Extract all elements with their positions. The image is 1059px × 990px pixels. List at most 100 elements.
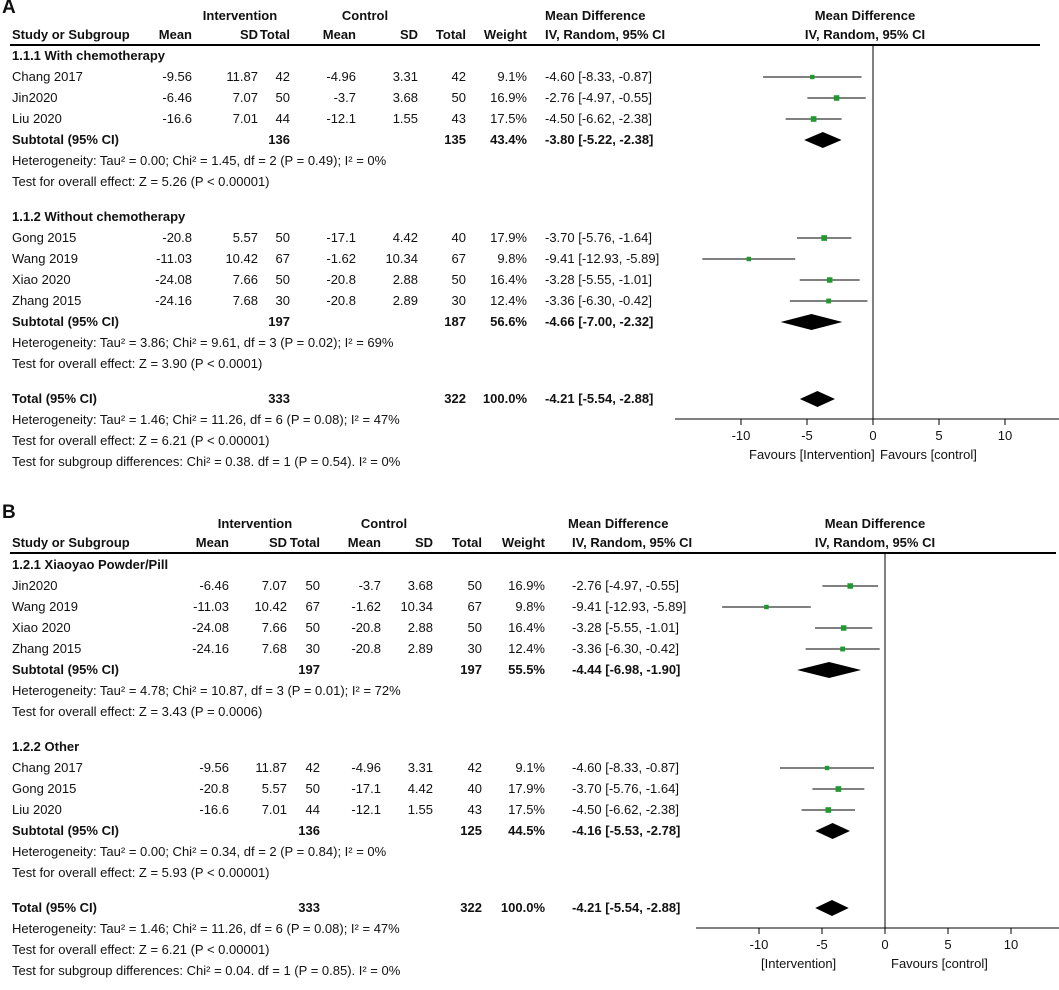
study-name: Wang 2019 bbox=[12, 251, 79, 266]
study-total-2: 30 bbox=[451, 293, 466, 308]
header-mean-difference: Mean Difference bbox=[568, 516, 669, 531]
favours-intervention-label: Favours [Intervention] bbox=[749, 447, 875, 462]
study-ci: -4.60 [-8.33, -0.87] bbox=[572, 760, 679, 775]
heterogeneity-text: Heterogeneity: Tau² = 3.86; Chi² = 9.61,… bbox=[12, 335, 394, 350]
subtotal-weight: 55.5% bbox=[508, 662, 545, 677]
study-total-1: 44 bbox=[275, 111, 290, 126]
header-sd-2: SD bbox=[414, 535, 433, 550]
overall-effect-text: Test for overall effect: Z = 5.93 (P < 0… bbox=[12, 865, 270, 880]
study-ci: -9.41 [-12.93, -5.89] bbox=[572, 599, 687, 614]
study-total-2: 50 bbox=[467, 578, 482, 593]
study-sd-1: 7.01 bbox=[232, 111, 258, 126]
subgroup-title: 1.1.2 Without chemotherapy bbox=[12, 209, 186, 224]
study-weight: 16.9% bbox=[508, 578, 545, 593]
total-total-2: 322 bbox=[460, 900, 482, 915]
favours-intervention-label: [Intervention] bbox=[761, 956, 836, 971]
study-total-2: 40 bbox=[467, 781, 482, 796]
study-weight: 17.5% bbox=[508, 802, 545, 817]
study-ci: -9.41 [-12.93, -5.89] bbox=[545, 251, 660, 266]
subtotal-total-2: 197 bbox=[460, 662, 482, 677]
overall-effect-text: Test for overall effect: Z = 3.43 (P = 0… bbox=[12, 704, 263, 719]
study-sd-2: 4.42 bbox=[392, 230, 418, 245]
subtotal-ci: -4.16 [-5.53, -2.78] bbox=[572, 823, 681, 838]
study-sd-1: 7.66 bbox=[261, 620, 287, 635]
subtotal-total-1: 136 bbox=[268, 132, 290, 147]
effect-marker bbox=[826, 298, 832, 304]
x-axis-tick-label: 5 bbox=[935, 428, 942, 443]
pooled-diamond bbox=[799, 391, 835, 407]
study-mean-1: -24.16 bbox=[192, 641, 229, 656]
study-name: Liu 2020 bbox=[12, 111, 62, 126]
study-sd-1: 7.68 bbox=[232, 293, 258, 308]
subtotal-total-2: 135 bbox=[444, 132, 466, 147]
study-ci: -3.70 [-5.76, -1.64] bbox=[545, 230, 652, 245]
effect-marker bbox=[810, 116, 817, 122]
study-sd-2: 3.31 bbox=[392, 69, 418, 84]
study-mean-1: -20.8 bbox=[199, 781, 229, 796]
study-weight: 16.9% bbox=[490, 90, 527, 105]
header-weight: Weight bbox=[501, 535, 545, 550]
total-total-2: 322 bbox=[444, 391, 466, 406]
subgroup-difference-text: Test for subgroup differences: Chi² = 0.… bbox=[12, 963, 401, 978]
study-weight: 9.8% bbox=[515, 599, 545, 614]
header-plot-ci-method: IV, Random, 95% CI bbox=[814, 535, 936, 550]
subtotal-label: Subtotal (95% CI) bbox=[12, 132, 119, 147]
subtotal-ci: -3.80 [-5.22, -2.38] bbox=[545, 132, 654, 147]
study-weight: 17.9% bbox=[490, 230, 527, 245]
x-axis-tick-label: 10 bbox=[1004, 937, 1018, 952]
study-ci: -2.76 [-4.97, -0.55] bbox=[545, 90, 652, 105]
study-sd-2: 10.34 bbox=[385, 251, 418, 266]
header-ci-method: IV, Random, 95% CI bbox=[572, 535, 693, 550]
study-mean-2: -4.96 bbox=[326, 69, 356, 84]
study-ci: -3.36 [-6.30, -0.42] bbox=[545, 293, 652, 308]
study-total-2: 50 bbox=[451, 272, 466, 287]
study-ci: -3.28 [-5.55, -1.01] bbox=[572, 620, 679, 635]
study-sd-2: 10.34 bbox=[400, 599, 433, 614]
header-weight: Weight bbox=[483, 27, 527, 42]
study-weight: 17.9% bbox=[508, 781, 545, 796]
study-mean-1: -16.6 bbox=[162, 111, 192, 126]
study-mean-1: -11.03 bbox=[193, 599, 229, 614]
study-total-1: 50 bbox=[275, 272, 290, 287]
overall-effect-text: Test for overall effect: Z = 3.90 (P < 0… bbox=[12, 356, 263, 371]
effect-marker bbox=[840, 646, 846, 652]
study-mean-1: -9.56 bbox=[162, 69, 192, 84]
total-weight: 100.0% bbox=[482, 391, 527, 406]
header-mean-difference: Mean Difference bbox=[545, 8, 646, 23]
header-ci-method: IV, Random, 95% CI bbox=[545, 27, 666, 42]
study-name: Chang 2017 bbox=[12, 69, 83, 84]
study-sd-2: 3.31 bbox=[407, 760, 433, 775]
study-total-1: 50 bbox=[275, 230, 290, 245]
subtotal-ci: -4.44 [-6.98, -1.90] bbox=[572, 662, 681, 677]
subtotal-ci: -4.66 [-7.00, -2.32] bbox=[545, 314, 654, 329]
study-sd-1: 7.07 bbox=[232, 90, 258, 105]
study-name: Gong 2015 bbox=[12, 781, 77, 796]
study-mean-2: -20.8 bbox=[351, 641, 381, 656]
heterogeneity-text: Heterogeneity: Tau² = 0.00; Chi² = 0.34,… bbox=[12, 844, 387, 859]
subtotal-total-1: 197 bbox=[268, 314, 290, 329]
subtotal-total-1: 197 bbox=[298, 662, 320, 677]
study-sd-2: 4.42 bbox=[407, 781, 433, 796]
study-mean-2: -12.1 bbox=[351, 802, 381, 817]
study-sd-2: 2.89 bbox=[407, 641, 433, 656]
effect-marker bbox=[746, 256, 752, 262]
study-total-2: 43 bbox=[451, 111, 466, 126]
header-mean-2: Mean bbox=[347, 535, 381, 550]
x-axis-tick-label: -5 bbox=[816, 937, 828, 952]
study-total-1: 30 bbox=[275, 293, 290, 308]
study-total-1: 42 bbox=[275, 69, 290, 84]
effect-marker bbox=[826, 277, 833, 283]
study-ci: -3.70 [-5.76, -1.64] bbox=[572, 781, 679, 796]
study-sd-2: 2.89 bbox=[392, 293, 418, 308]
pooled-diamond bbox=[815, 823, 850, 839]
study-name: Zhang 2015 bbox=[12, 293, 82, 308]
favours-control-label: Favours [control] bbox=[880, 447, 977, 462]
effect-marker bbox=[847, 583, 853, 589]
study-sd-1: 10.42 bbox=[254, 599, 287, 614]
study-weight: 12.4% bbox=[490, 293, 527, 308]
study-weight: 9.8% bbox=[497, 251, 527, 266]
study-sd-1: 5.57 bbox=[261, 781, 287, 796]
favours-control-label: Favours [control] bbox=[891, 956, 988, 971]
study-name: Xiao 2020 bbox=[12, 620, 71, 635]
header-total-1: Total bbox=[289, 535, 320, 550]
